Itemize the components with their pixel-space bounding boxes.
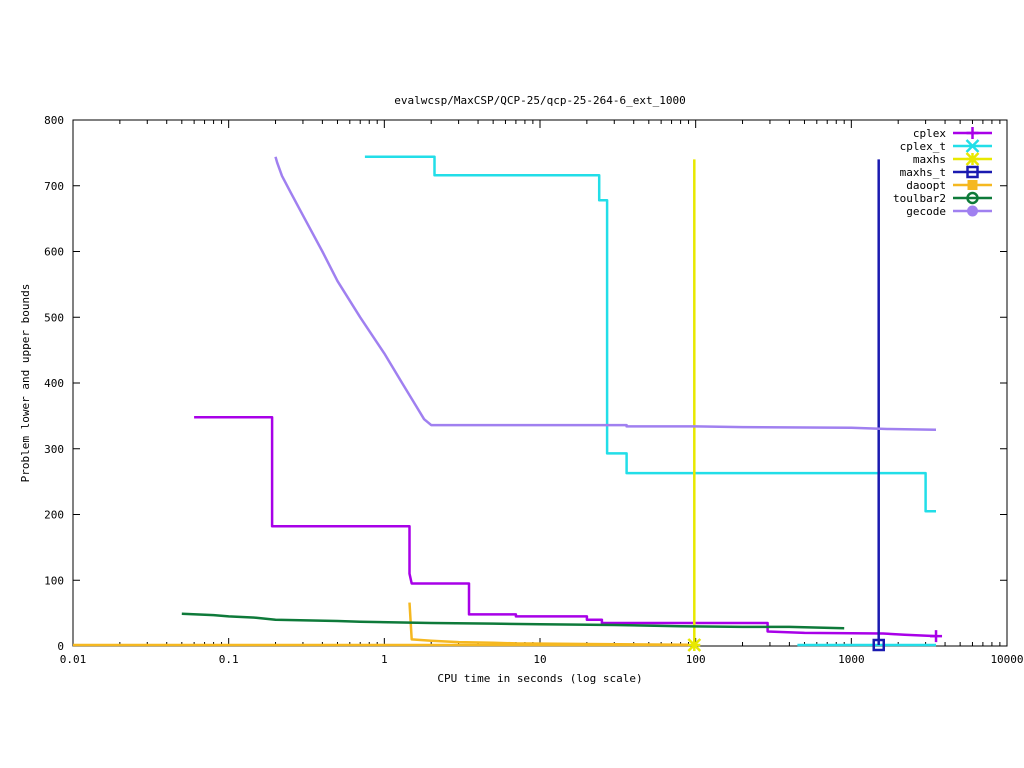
legend-item-maxhs-t: maxhs_t [900, 165, 992, 179]
series-toulbar2 [181, 612, 845, 630]
legend-item-cplex-t: cplex_t [900, 139, 992, 153]
legend-marker [966, 191, 979, 205]
series-cplex-line [194, 415, 937, 638]
legend: cplexcplex_tmaxhsmaxhs_tdaoopttoulbar2ge… [893, 127, 992, 218]
y-axis-label: Problem lower and upper bounds [19, 284, 32, 483]
x-axis-label: CPU time in seconds (log scale) [437, 672, 642, 685]
legend-item-gecode: gecode [906, 205, 992, 218]
legend-label: cplex_t [900, 140, 946, 153]
legend-label: gecode [906, 205, 946, 218]
legend-marker [966, 127, 979, 139]
legend-marker [965, 139, 980, 153]
x-tick-label: 10000 [990, 653, 1023, 666]
legend-item-maxhs: maxhs [913, 152, 992, 166]
legend-label: toulbar2 [893, 192, 946, 205]
series-maxhs-t-marker [872, 638, 885, 652]
y-tick-label: 200 [44, 509, 64, 522]
legend-label: maxhs_t [900, 166, 946, 179]
x-tick-label: 10 [533, 653, 546, 666]
y-tick-label: 100 [44, 574, 64, 587]
y-tick-label: 300 [44, 443, 64, 456]
chart-title: evalwcsp/MaxCSP/QCP-25/qcp-25-264-6_ext_… [394, 94, 685, 107]
y-tick-label: 600 [44, 246, 64, 259]
series-cplex-marker [930, 630, 943, 643]
legend-label: cplex [913, 127, 946, 140]
series-gecode [274, 156, 937, 431]
series-daoopt-line [408, 602, 689, 646]
series-toulbar2-line [181, 612, 845, 630]
x-tick-label: 100 [686, 653, 706, 666]
series-cplex-t [364, 155, 936, 647]
legend-marker [967, 205, 978, 217]
y-tick-label: 500 [44, 311, 64, 324]
y-tick-label: 800 [44, 114, 64, 127]
series-maxhs-t [872, 159, 885, 652]
legend-label: maxhs [913, 153, 946, 166]
series-cplex [194, 415, 943, 643]
series-maxhs-marker [687, 638, 702, 652]
series-maxhs [687, 159, 702, 652]
series-daoopt [73, 602, 689, 647]
legend-marker [965, 152, 980, 166]
plot-frame [72, 119, 1008, 647]
legend-label: daoopt [906, 179, 946, 192]
legend-item-daoopt: daoopt [906, 179, 992, 192]
series-gecode-line [274, 156, 937, 431]
legend-marker [967, 180, 978, 190]
x-tick-label: 1 [381, 653, 388, 666]
legend-item-toulbar2: toulbar2 [893, 191, 992, 205]
x-tick-label: 0.01 [60, 653, 87, 666]
y-tick-label: 400 [44, 377, 64, 390]
y-tick-label: 0 [57, 640, 64, 653]
x-tick-label: 0.1 [219, 653, 239, 666]
legend-item-cplex: cplex [913, 127, 992, 140]
y-tick-label: 700 [44, 180, 64, 193]
series-cplex-t-line [364, 155, 936, 513]
legend-marker [966, 165, 979, 179]
x-tick-label: 1000 [838, 653, 865, 666]
